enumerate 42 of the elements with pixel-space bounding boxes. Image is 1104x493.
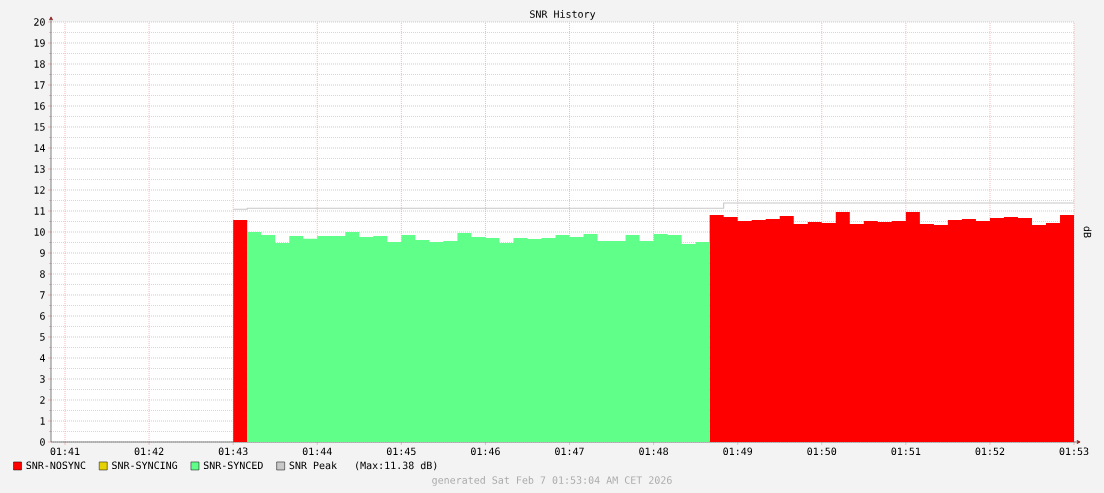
x-tick-label: 01:51 [891,447,921,456]
y-tick-label: 15 [34,123,45,131]
x-tick-label: 01:52 [975,447,1005,456]
y-tick-label: 16 [34,102,45,110]
y-tick-label: 1 [40,417,45,425]
y-tick-label: 12 [34,186,45,194]
x-tick-label: 01:49 [723,447,753,456]
x-tick-label: 01:47 [555,447,584,456]
y-tick-label: 7 [40,291,45,299]
legend-label: SNR-SYNCED [203,461,263,470]
y-tick-label: 20 [34,18,45,26]
y-tick-label: 6 [40,312,45,320]
y-axis-title: dB [1083,226,1092,238]
y-tick-label: 17 [34,81,45,89]
y-tick-label: 13 [34,165,45,173]
y-tick-label: 8 [40,270,45,278]
x-tick-label: 01:50 [807,447,837,456]
text: (Max:11.38 dB) [356,461,437,471]
legend-label: SNR-NOSYNC [26,461,86,470]
x-tick-label: 01:42 [134,447,164,456]
x-tick-label: 01:48 [639,447,669,456]
x-tick-label: 01:41 [50,447,80,456]
legend-label: SNR Peak [289,461,337,470]
y-tick-label: 4 [39,354,46,362]
x-tick-label: 01:53 [1059,447,1089,456]
y-tick-label: 18 [34,60,45,68]
x-tick-label: 01:46 [471,447,500,456]
chart-title: SNR History [530,10,596,20]
y-tick-label: 11 [34,207,45,215]
text: generated Sat Feb 7 01:53:04 AM CET 2026 [432,476,672,486]
legend-label: SNR-SYNCING [112,461,178,470]
x-tick-label: 01:44 [302,447,332,456]
y-tick-label: 19 [34,39,45,47]
y-tick-label: 2 [40,396,45,404]
y-tick-label: 5 [40,333,45,341]
y-tick-label: 0 [40,438,45,446]
x-tick-label: 01:45 [386,447,416,456]
y-tick-label: 3 [40,375,45,383]
x-tick-label: 01:43 [218,447,248,456]
y-tick-label: 10 [34,228,45,236]
y-tick-label: 9 [40,249,45,257]
y-tick-label: 14 [34,144,46,152]
